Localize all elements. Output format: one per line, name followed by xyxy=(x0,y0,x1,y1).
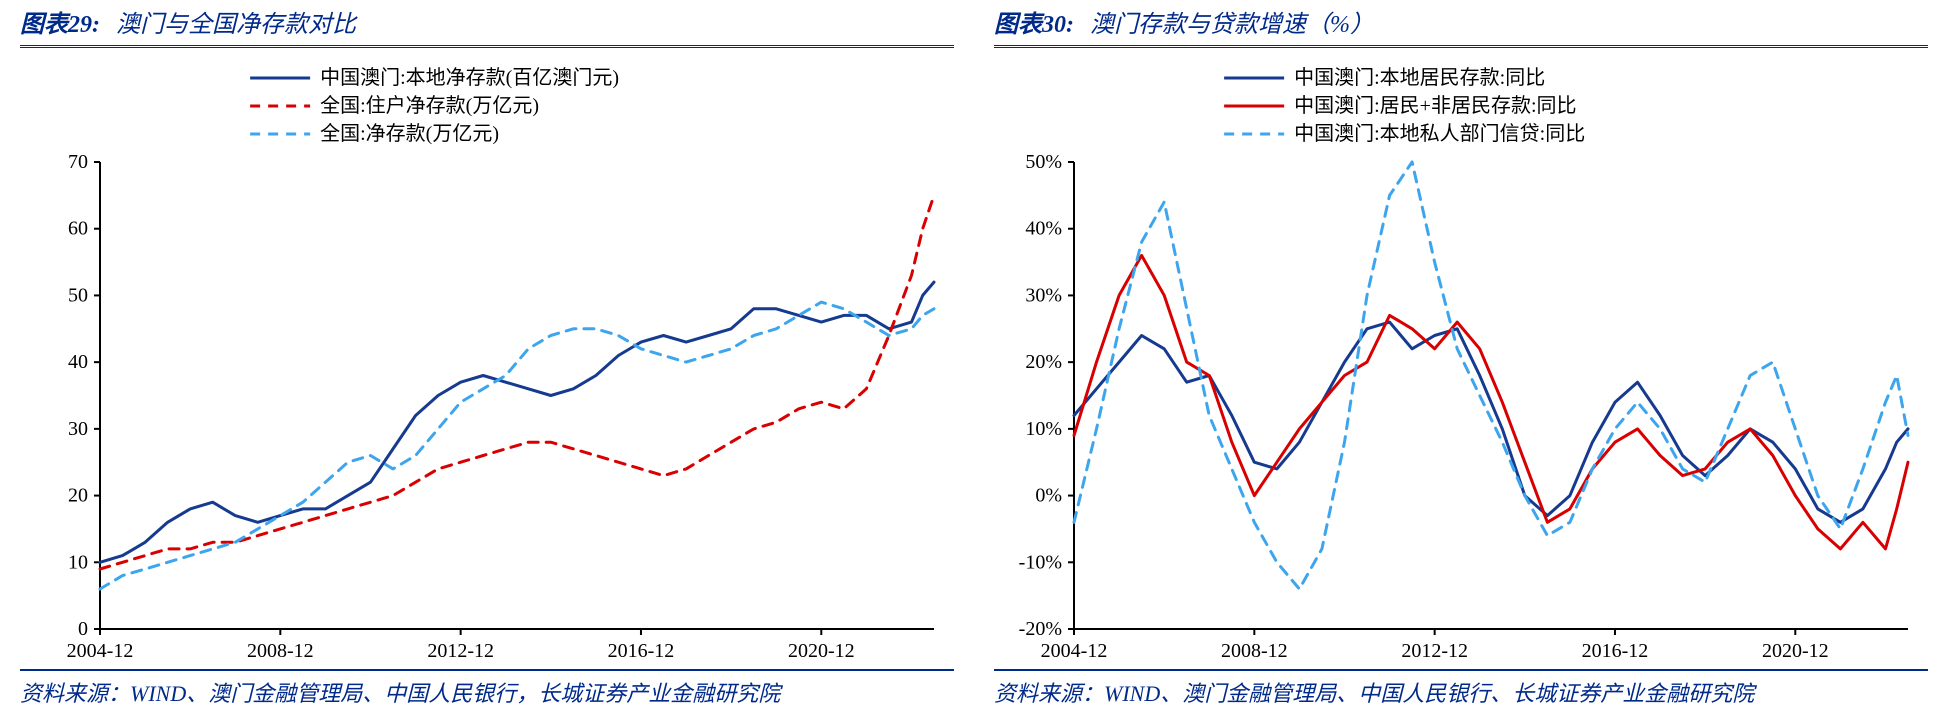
svg-text:中国澳门:本地净存款(百亿澳门元): 中国澳门:本地净存款(百亿澳门元) xyxy=(320,66,619,89)
svg-text:2020-12: 2020-12 xyxy=(1762,640,1829,662)
svg-text:2016-12: 2016-12 xyxy=(608,640,675,662)
svg-text:40: 40 xyxy=(68,351,88,373)
svg-text:2012-12: 2012-12 xyxy=(427,640,494,662)
right-panel: 图表30: 澳门存款与贷款增速（%） -20% -10% 0% 10% 20% 30% 40… xyxy=(974,0,1948,710)
svg-text:2004-12: 2004-12 xyxy=(1041,640,1108,662)
svg-text:中国澳门:居民+非居民存款:同比: 中国澳门:居民+非居民存款:同比 xyxy=(1294,94,1576,117)
left-title-row: 图表29: 澳门与全国净存款对比 xyxy=(20,0,954,48)
svg-text:30: 30 xyxy=(68,418,88,440)
right-source: 资料来源：WIND、澳门金融管理局、中国人民银行、长城证券产业金融研究院 xyxy=(994,669,1928,710)
svg-text:2016-12: 2016-12 xyxy=(1582,640,1649,662)
svg-text:60: 60 xyxy=(68,218,88,240)
svg-text:50%: 50% xyxy=(1025,151,1062,173)
svg-text:中国澳门:本地私人部门信贷:同比: 中国澳门:本地私人部门信贷:同比 xyxy=(1294,122,1585,145)
right-title: 澳门存款与贷款增速（%） xyxy=(1090,4,1374,39)
left-title: 澳门与全国净存款对比 xyxy=(116,4,356,39)
svg-text:全国:净存款(万亿元): 全国:净存款(万亿元) xyxy=(320,122,499,145)
svg-text:40%: 40% xyxy=(1025,218,1062,240)
svg-text:-10%: -10% xyxy=(1019,551,1062,573)
svg-text:2008-12: 2008-12 xyxy=(1221,640,1288,662)
svg-text:10%: 10% xyxy=(1025,418,1062,440)
svg-text:20: 20 xyxy=(68,485,88,507)
svg-text:30%: 30% xyxy=(1025,284,1062,306)
svg-text:2020-12: 2020-12 xyxy=(788,640,855,662)
left-fig-no: 图表29: xyxy=(20,4,100,39)
svg-text:2004-12: 2004-12 xyxy=(67,640,134,662)
svg-text:-20%: -20% xyxy=(1019,618,1062,640)
svg-text:2008-12: 2008-12 xyxy=(247,640,314,662)
left-source: 资料来源：WIND、澳门金融管理局、中国人民银行，长城证券产业金融研究院 xyxy=(20,669,954,710)
right-fig-no: 图表30: xyxy=(994,4,1074,39)
svg-text:50: 50 xyxy=(68,284,88,306)
svg-text:0: 0 xyxy=(78,618,88,640)
svg-text:全国:住户净存款(万亿元): 全国:住户净存款(万亿元) xyxy=(320,94,539,117)
left-chart: 0 10 20 30 40 50 60 70 2004-12 2008-12 2012-12 2016… xyxy=(20,58,954,669)
svg-text:0%: 0% xyxy=(1035,485,1062,507)
right-title-row: 图表30: 澳门存款与贷款增速（%） xyxy=(994,0,1928,48)
page: 图表29: 澳门与全国净存款对比 0 10 20 30 40 50 60 70 2004-12 2… xyxy=(0,0,1948,710)
svg-text:20%: 20% xyxy=(1025,351,1062,373)
left-panel: 图表29: 澳门与全国净存款对比 0 10 20 30 40 50 60 70 2004-12 2… xyxy=(0,0,974,710)
right-chart: -20% -10% 0% 10% 20% 30% 40% 50% 2004-12 2008-12 2… xyxy=(994,58,1928,669)
svg-text:10: 10 xyxy=(68,551,88,573)
svg-text:70: 70 xyxy=(68,151,88,173)
svg-text:2012-12: 2012-12 xyxy=(1401,640,1468,662)
svg-text:中国澳门:本地居民存款:同比: 中国澳门:本地居民存款:同比 xyxy=(1294,66,1545,89)
